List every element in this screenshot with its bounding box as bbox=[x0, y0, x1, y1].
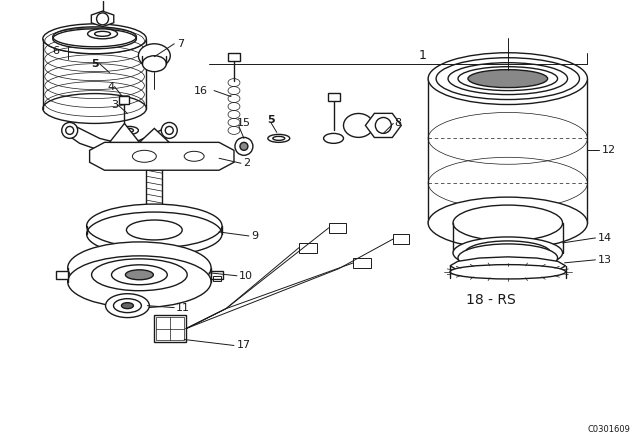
Ellipse shape bbox=[43, 24, 147, 54]
Circle shape bbox=[240, 142, 248, 151]
Bar bbox=[154, 314, 186, 342]
Ellipse shape bbox=[468, 70, 548, 88]
Polygon shape bbox=[109, 124, 140, 142]
Text: 1: 1 bbox=[418, 49, 426, 62]
Text: 11: 11 bbox=[176, 303, 190, 313]
Ellipse shape bbox=[125, 270, 154, 280]
Text: 18 - RS: 18 - RS bbox=[466, 293, 516, 307]
Polygon shape bbox=[365, 113, 401, 138]
Text: 16: 16 bbox=[194, 86, 208, 95]
Ellipse shape bbox=[436, 58, 579, 99]
Text: C0301609: C0301609 bbox=[588, 425, 630, 434]
Ellipse shape bbox=[268, 134, 290, 142]
Text: 17: 17 bbox=[237, 340, 251, 350]
Text: 12: 12 bbox=[602, 145, 616, 155]
Ellipse shape bbox=[458, 244, 557, 272]
Bar bbox=[156, 317, 184, 340]
Bar bbox=[299, 243, 317, 253]
Bar bbox=[328, 223, 346, 233]
Bar bbox=[353, 258, 371, 268]
Ellipse shape bbox=[458, 67, 557, 90]
Bar bbox=[228, 53, 240, 61]
Text: 6: 6 bbox=[52, 46, 59, 56]
Ellipse shape bbox=[428, 53, 588, 104]
Text: 15: 15 bbox=[237, 118, 251, 129]
Ellipse shape bbox=[68, 242, 211, 294]
Circle shape bbox=[61, 122, 77, 138]
Text: 14: 14 bbox=[597, 233, 612, 243]
Text: 4: 4 bbox=[108, 82, 115, 91]
Ellipse shape bbox=[138, 44, 170, 68]
Ellipse shape bbox=[106, 294, 149, 318]
Ellipse shape bbox=[122, 303, 133, 309]
Polygon shape bbox=[92, 11, 114, 27]
Circle shape bbox=[235, 138, 253, 155]
Ellipse shape bbox=[448, 63, 568, 95]
Polygon shape bbox=[90, 142, 234, 170]
Text: 7: 7 bbox=[177, 39, 184, 49]
Polygon shape bbox=[70, 124, 169, 153]
Ellipse shape bbox=[52, 29, 136, 49]
Bar bbox=[394, 234, 409, 244]
Ellipse shape bbox=[344, 113, 373, 138]
Text: 5: 5 bbox=[267, 116, 275, 125]
Polygon shape bbox=[140, 129, 169, 142]
Ellipse shape bbox=[142, 56, 166, 72]
Ellipse shape bbox=[120, 126, 138, 134]
Text: 5: 5 bbox=[92, 59, 99, 69]
Ellipse shape bbox=[453, 205, 563, 241]
Text: 3: 3 bbox=[111, 99, 118, 109]
Text: 2: 2 bbox=[243, 158, 250, 168]
Text: 9: 9 bbox=[251, 231, 258, 241]
Ellipse shape bbox=[453, 237, 563, 269]
Text: 13: 13 bbox=[597, 255, 611, 265]
Bar bbox=[120, 95, 129, 103]
Bar bbox=[328, 93, 340, 100]
Text: 8: 8 bbox=[394, 118, 401, 129]
Text: 10: 10 bbox=[239, 271, 253, 281]
Bar bbox=[56, 271, 68, 279]
Ellipse shape bbox=[43, 94, 147, 124]
Ellipse shape bbox=[450, 265, 566, 279]
Bar bbox=[211, 271, 223, 279]
Ellipse shape bbox=[324, 134, 344, 143]
Circle shape bbox=[161, 122, 177, 138]
Polygon shape bbox=[450, 257, 566, 275]
Ellipse shape bbox=[86, 204, 222, 248]
Ellipse shape bbox=[428, 197, 588, 249]
Bar bbox=[213, 276, 221, 281]
Ellipse shape bbox=[88, 29, 118, 39]
Ellipse shape bbox=[68, 256, 211, 308]
